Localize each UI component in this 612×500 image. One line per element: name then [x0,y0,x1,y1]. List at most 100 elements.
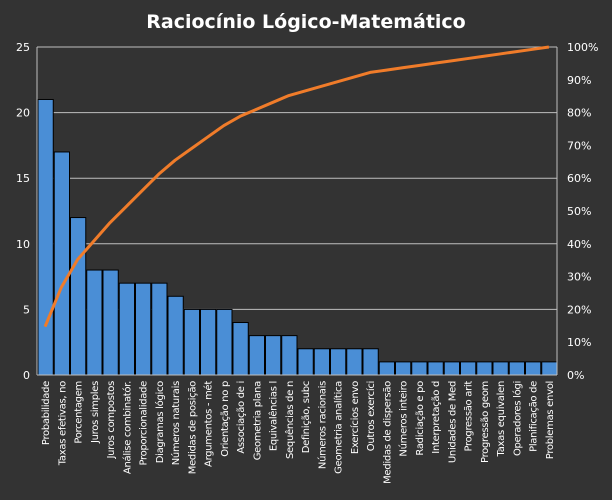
bar [151,282,168,376]
line-point [385,69,387,71]
line-point [418,64,420,66]
line-point [255,108,257,110]
bar [37,98,54,376]
x-tick-label: Planificação de [529,381,540,452]
bar [200,308,217,376]
bar [362,348,379,376]
line-point [60,286,62,288]
x-tick-label: Interpretação d [431,381,442,454]
line-point [174,159,176,161]
line-point [515,51,517,53]
bar [346,348,363,376]
bar [395,361,412,376]
x-tick-label: Taxas equivalen [496,381,507,457]
x-tick-label: Unidades de Med [447,381,458,463]
x-tick-label: Orientação no p [220,381,231,457]
bar [53,151,70,376]
bar [70,217,87,376]
line-point [304,90,306,92]
y2-tick-label: 60% [567,172,591,185]
x-tick-label: Outros exercíci [365,381,377,451]
bar [443,361,460,376]
y-axis-left: 0 5 10 15 20 25 [16,41,38,382]
x-tick-label: Sequências de n [284,381,296,459]
x-tick-label: Exercícios envo [349,381,361,454]
bar [313,348,330,376]
y2-tick-label: 30% [567,271,591,284]
line-point [77,259,79,261]
line-point [499,53,501,55]
bar [525,361,542,376]
x-axis: Probabilidade Taxas efetivas, no Porcentag… [37,374,557,484]
x-tick-label: Medidas de posição [187,381,198,474]
bar [102,269,119,376]
line-point [207,136,209,138]
bar [460,361,477,376]
line-point [353,76,355,78]
x-tick-label: Diagramas lógico [154,381,166,463]
line-point [402,67,404,69]
line-point [532,48,534,50]
y-tick-label: 10 [16,238,30,251]
x-tick-label: Progressão geom [480,381,491,463]
x-tick-label: Medidas de dispersão [382,381,393,484]
bar [167,295,184,376]
bar [183,308,200,376]
x-tick-label: Radiciação e po [415,381,426,456]
line-point [239,115,241,117]
y2-tick-label: 90% [567,74,591,87]
y2-tick-label: 50% [567,205,591,218]
x-tick-label: Números naturais [170,381,182,465]
line-point [548,46,550,48]
y-tick-label: 5 [23,303,30,316]
line-point [369,71,371,73]
cumulative-percent-line [43,45,550,328]
bar [281,335,298,376]
line-point [450,60,452,62]
bar [265,335,282,376]
bar [135,282,152,376]
bar [541,361,558,376]
x-tick-label: Definição, subc [301,381,312,453]
line-point [93,240,95,242]
y2-tick-label: 100% [567,41,598,54]
line-point [337,81,339,83]
cumulative-line [43,45,550,328]
x-tick-label: Proporcionalidade [139,381,150,466]
bar [86,269,103,376]
x-tick-label: Taxas efetivas, no [57,381,68,466]
x-tick-label: Números inteiro [398,381,410,457]
bar [248,335,265,376]
line-point [44,325,46,327]
x-tick-label: Associação de i [236,381,247,454]
y-tick-label: 20 [16,107,30,120]
line-point [109,222,111,224]
y-tick-label: 15 [16,172,30,185]
x-tick-label: Equivalências l [268,381,280,451]
x-tick-label: Análise combinatór. [121,381,133,474]
line-point [190,148,192,150]
y-tick-label: 0 [23,369,30,382]
line-point [142,189,144,191]
line-point [288,95,290,97]
x-tick-label: Progressão arit [464,381,475,452]
x-tick-label: Operadores lógi [511,381,523,456]
x-tick-label: Juros compostos [106,381,117,460]
bar [427,361,444,376]
y2-tick-label: 40% [567,238,591,251]
x-tick-label: Problemas envol [545,381,556,459]
bar [492,361,509,376]
y2-tick-label: 20% [567,303,591,316]
x-tick-label: Números racionais [316,381,328,469]
line-point [434,62,436,64]
line-point [467,58,469,60]
bar [508,361,525,376]
line-point [483,55,485,57]
chart-title: Raciocínio Lógico-Matemático [146,11,465,33]
bar [118,282,135,376]
bar [216,308,233,376]
line-point [223,125,225,127]
y-axis-right: 0% 10% 20% 30% 40% 50% 60% 70% 80% 90% 100% [556,41,598,382]
line-point [272,101,274,103]
